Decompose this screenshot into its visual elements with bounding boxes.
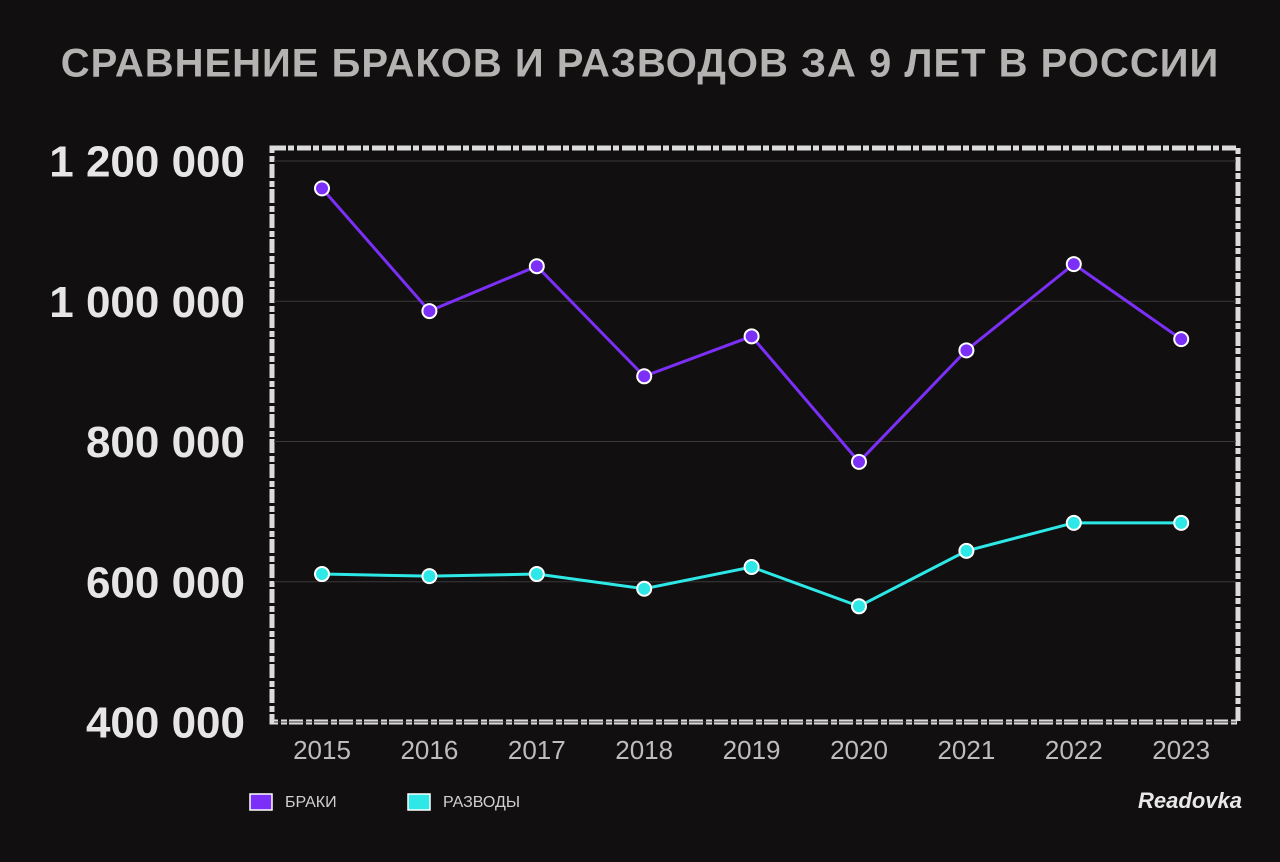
- data-point: [421, 568, 438, 585]
- y-tick-label: 1 000 000: [49, 278, 245, 327]
- data-point: [1173, 331, 1190, 348]
- data-point: [314, 566, 330, 583]
- data-point: [851, 453, 867, 470]
- y-tick-label: 600 000: [86, 558, 245, 607]
- x-tick-label: 2021: [937, 735, 995, 765]
- x-tick-label: 2019: [723, 735, 781, 765]
- data-point: [314, 180, 330, 197]
- data-point: [636, 368, 653, 385]
- x-tick-label: 2020: [830, 735, 888, 765]
- data-point: [1173, 514, 1190, 531]
- data-point: [528, 566, 545, 583]
- x-tick-label: 2023: [1152, 735, 1210, 765]
- legend-swatch: [249, 793, 273, 811]
- data-point: [528, 258, 545, 275]
- y-tick-label: 1 200 000: [49, 138, 245, 187]
- legend-swatch: [407, 793, 431, 811]
- data-point: [851, 598, 867, 615]
- data-point: [958, 342, 975, 359]
- x-tick-label: 2018: [615, 735, 673, 765]
- data-point: [958, 542, 975, 559]
- y-tick-label: 400 000: [86, 699, 245, 748]
- data-point: [1065, 256, 1082, 273]
- x-tick-label: 2016: [400, 735, 458, 765]
- y-tick-label: 800 000: [86, 418, 245, 467]
- data-point: [421, 303, 438, 320]
- plot-frame: [269, 145, 1241, 725]
- chart-title: СРАВНЕНИЕ БРАКОВ И РАЗВОДОВ ЗА 9 ЛЕТ В Р…: [61, 42, 1219, 86]
- legend-label: БРАКИ: [285, 794, 337, 811]
- data-point: [743, 328, 760, 345]
- x-tick-label: 2017: [508, 735, 566, 765]
- data-point: [743, 559, 760, 576]
- data-point: [1065, 514, 1082, 531]
- watermark: Readovka: [1138, 788, 1242, 813]
- x-tick-label: 2022: [1045, 735, 1103, 765]
- data-point: [636, 580, 653, 597]
- x-tick-label: 2015: [293, 735, 351, 765]
- legend-label: РАЗВОДЫ: [443, 794, 520, 811]
